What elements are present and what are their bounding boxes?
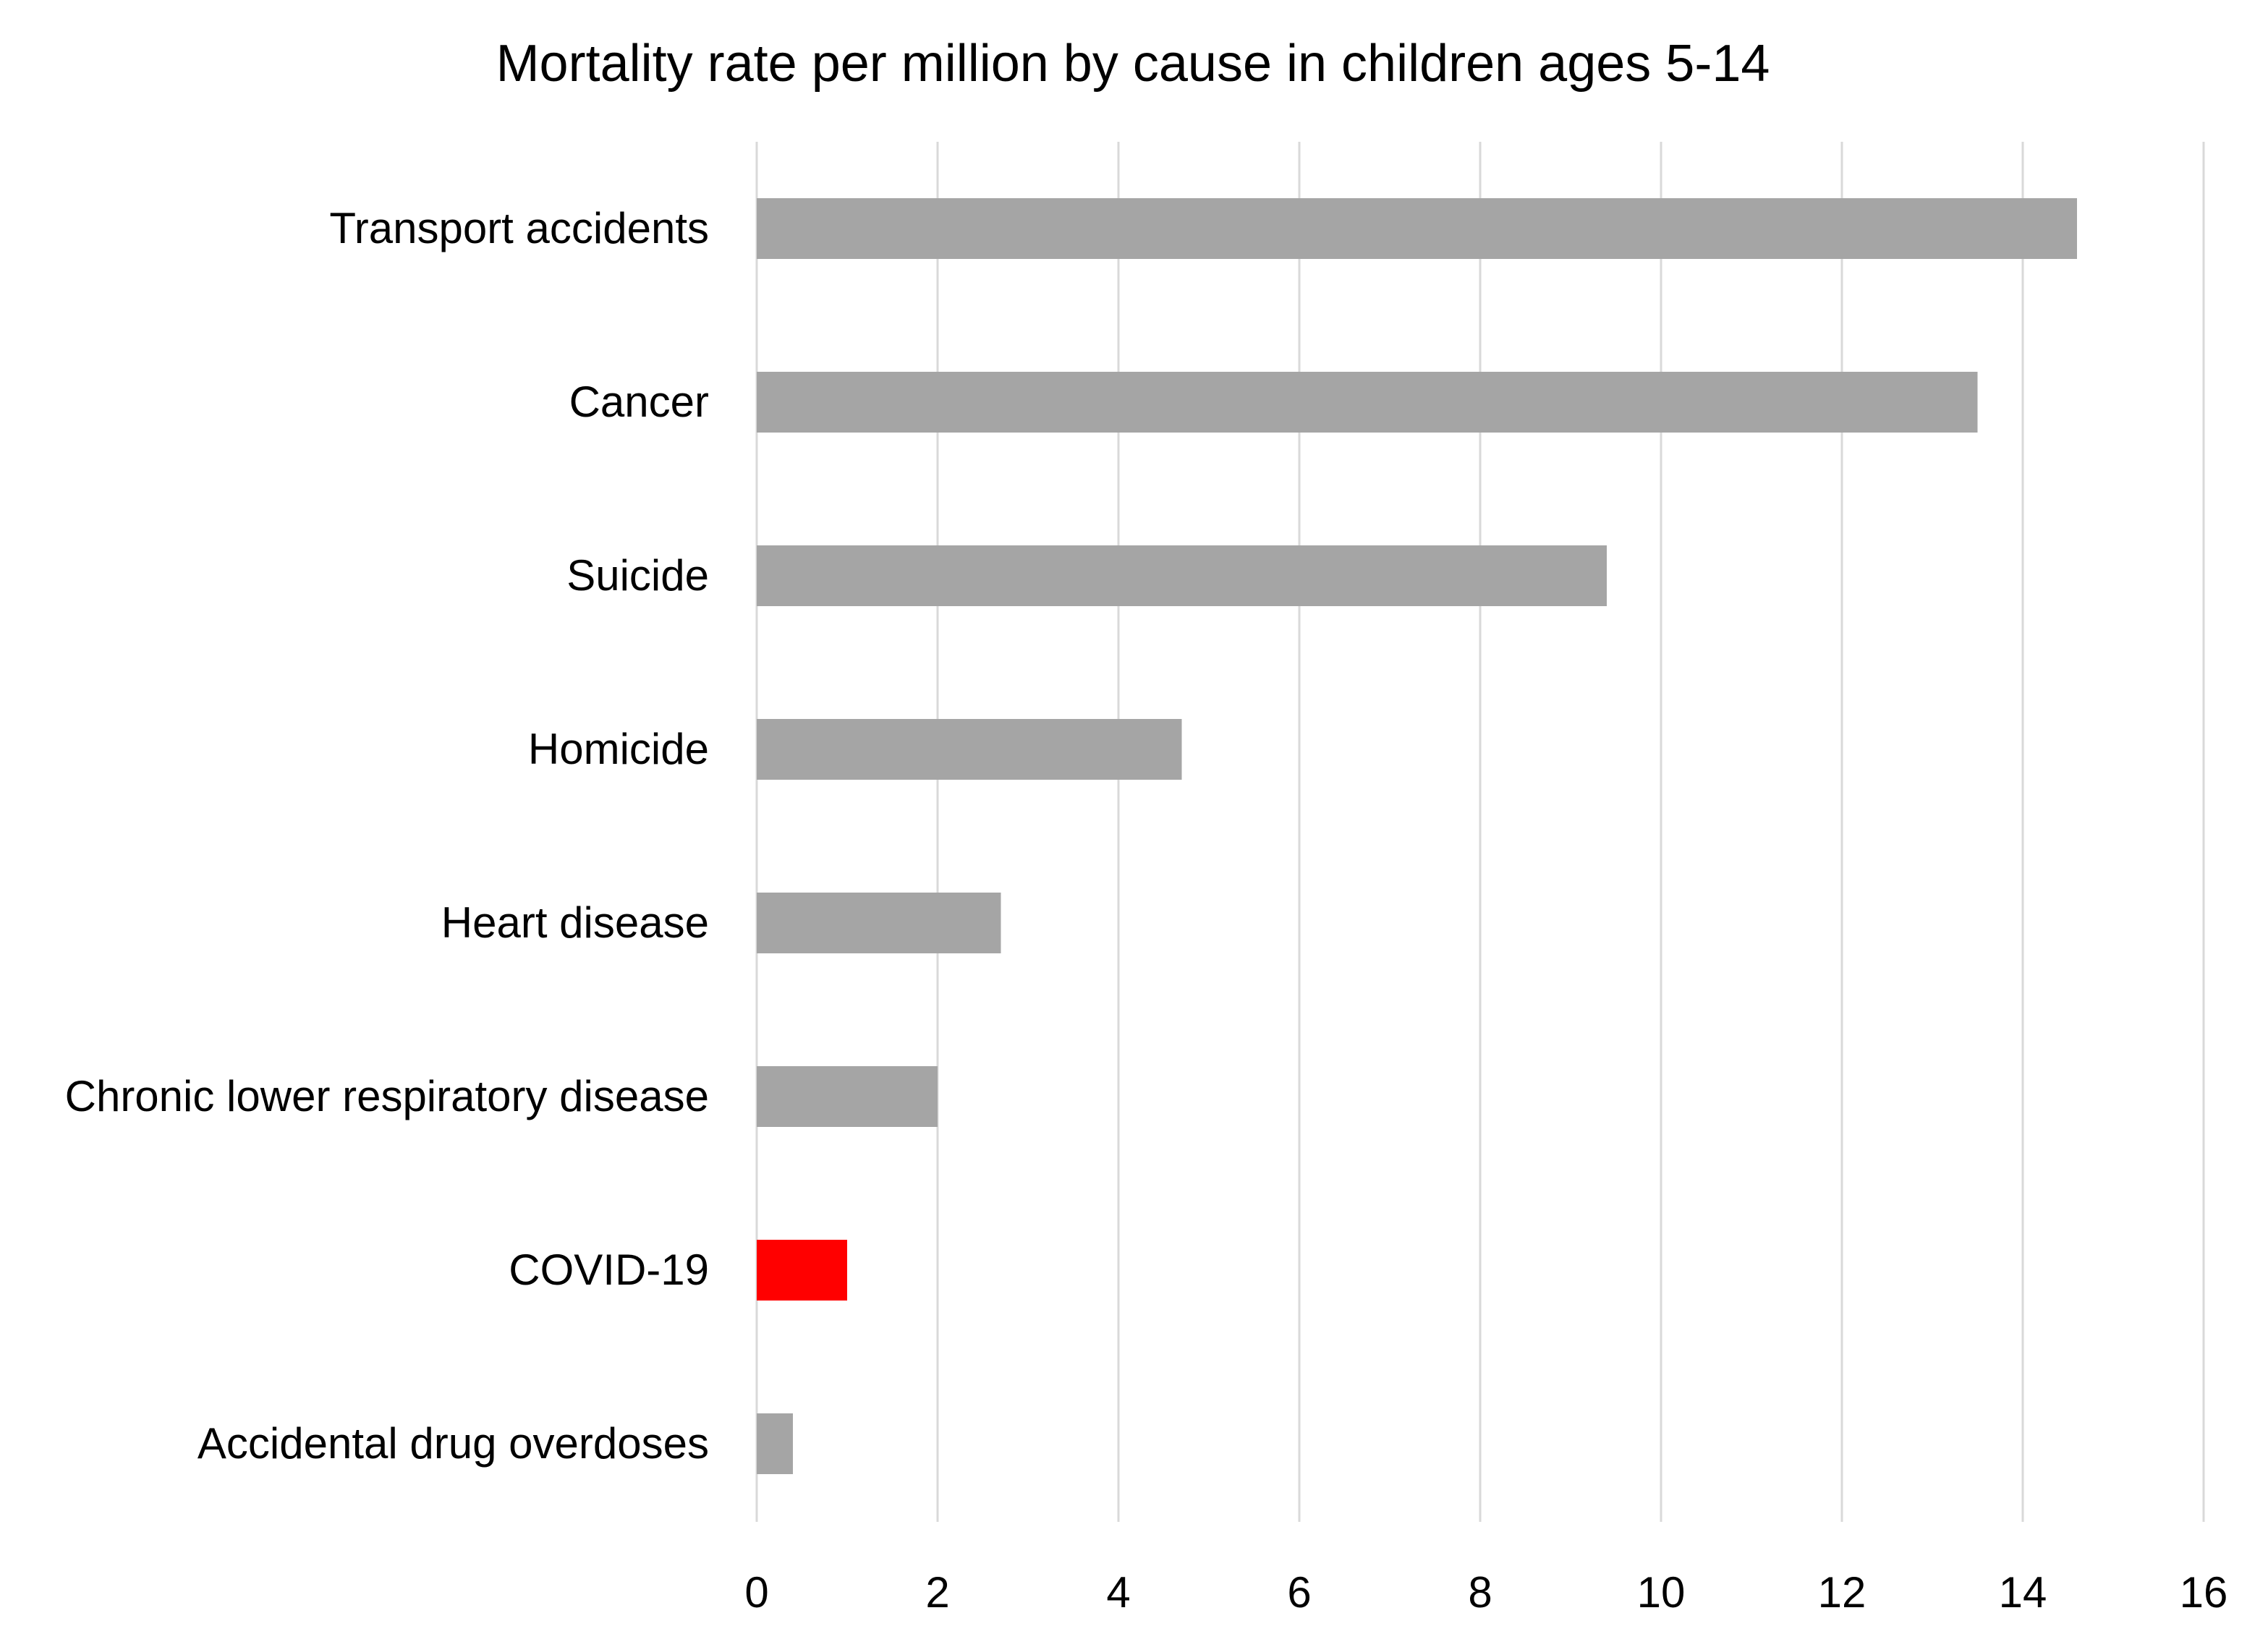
bar xyxy=(757,198,2077,259)
x-tick-label: 4 xyxy=(1106,1568,1130,1617)
x-tick-label: 8 xyxy=(1468,1568,1492,1617)
bar xyxy=(757,719,1182,780)
category-label: Chronic lower respiratory disease xyxy=(65,1072,709,1120)
x-tick-label: 0 xyxy=(744,1568,768,1617)
x-tick-label: 14 xyxy=(1999,1568,2047,1617)
x-tick-label: 10 xyxy=(1637,1568,1686,1617)
category-labels: Transport accidents Cancer Suicide Homicide… xyxy=(65,204,709,1468)
category-label: Heart disease xyxy=(441,898,709,947)
category-label: Accidental drug overdoses xyxy=(198,1419,709,1468)
bar-highlight xyxy=(757,1240,847,1301)
x-tick-label: 2 xyxy=(925,1568,949,1617)
category-label: Homicide xyxy=(528,725,709,773)
x-tick-label: 16 xyxy=(2180,1568,2228,1617)
x-axis-tick-labels: 0 2 4 6 8 10 12 14 16 xyxy=(744,1568,2227,1617)
category-label: Suicide xyxy=(566,551,709,600)
bar xyxy=(757,545,1607,606)
x-tick-label: 6 xyxy=(1287,1568,1311,1617)
chart-title: Mortality rate per million by cause in c… xyxy=(496,35,1770,93)
gridlines xyxy=(755,142,2205,1522)
x-tick-label: 12 xyxy=(1818,1568,1866,1617)
bar xyxy=(757,893,1001,953)
bar xyxy=(757,1066,938,1127)
category-label: Transport accidents xyxy=(329,204,709,252)
bar xyxy=(757,1413,793,1474)
bar xyxy=(757,372,1978,433)
category-label: COVID-19 xyxy=(509,1246,709,1294)
category-label: Cancer xyxy=(569,378,709,426)
bars xyxy=(757,198,2077,1474)
